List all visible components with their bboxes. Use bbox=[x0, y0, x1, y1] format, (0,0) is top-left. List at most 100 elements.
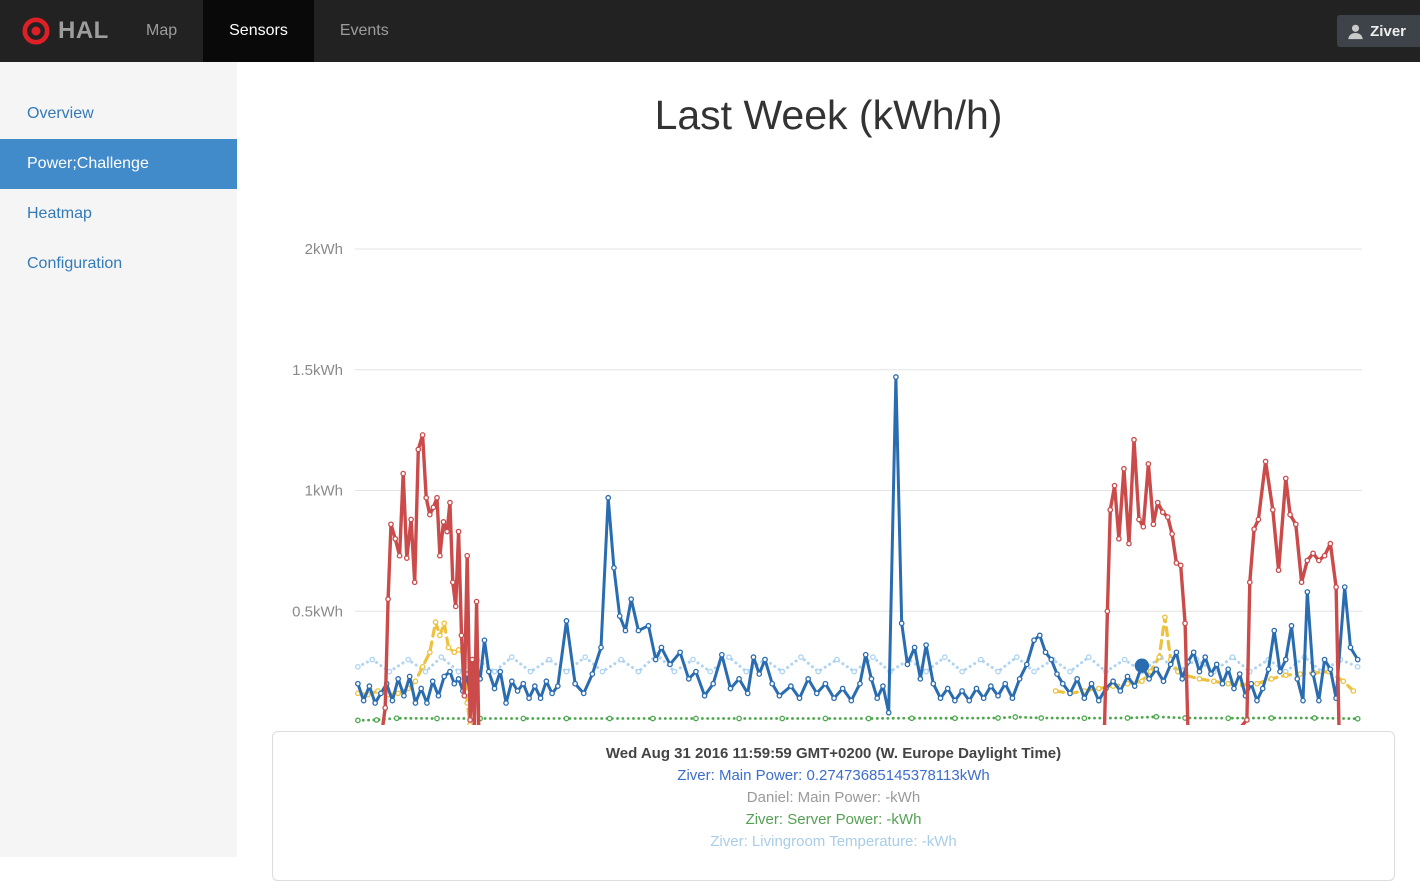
data-point-marker bbox=[1220, 682, 1224, 686]
data-point-marker bbox=[1298, 672, 1302, 676]
data-point-marker bbox=[395, 716, 399, 720]
data-point-marker bbox=[1053, 689, 1057, 693]
data-point-marker bbox=[397, 554, 401, 558]
data-point-marker bbox=[1203, 655, 1207, 659]
brand-text: HAL bbox=[58, 17, 109, 45]
data-point-marker bbox=[960, 669, 964, 673]
data-point-marker bbox=[1157, 655, 1161, 659]
data-point-marker bbox=[1017, 677, 1021, 681]
data-point-marker bbox=[1255, 682, 1259, 686]
data-point-marker bbox=[852, 669, 856, 673]
data-point-marker bbox=[806, 677, 810, 681]
data-point-marker bbox=[924, 643, 928, 647]
data-point-marker bbox=[1141, 525, 1145, 529]
data-point-marker bbox=[1301, 698, 1305, 702]
data-point-marker bbox=[678, 650, 682, 654]
data-point-marker bbox=[945, 686, 949, 690]
data-point-marker bbox=[1174, 561, 1178, 565]
data-point-marker bbox=[1170, 532, 1174, 536]
data-point-marker bbox=[720, 653, 724, 657]
data-point-marker bbox=[510, 679, 514, 683]
navbar-menu: Map Sensors Events bbox=[120, 0, 415, 62]
data-point-marker bbox=[419, 686, 423, 690]
data-point-marker bbox=[468, 723, 472, 725]
nav-item-map[interactable]: Map bbox=[120, 0, 203, 62]
series-line bbox=[358, 717, 1358, 721]
y-tick-label: 1kWh bbox=[305, 483, 343, 500]
data-point-marker bbox=[623, 628, 627, 632]
data-point-marker bbox=[1003, 682, 1007, 686]
data-point-marker bbox=[1075, 677, 1079, 681]
data-point-marker bbox=[887, 710, 891, 714]
data-point-marker bbox=[1154, 667, 1158, 671]
data-point-marker bbox=[694, 716, 698, 720]
data-point-marker bbox=[402, 694, 406, 698]
sidebar-item-heatmap[interactable]: Heatmap bbox=[0, 189, 237, 239]
nav-item-sensors[interactable]: Sensors bbox=[203, 0, 314, 62]
data-point-marker bbox=[442, 674, 446, 678]
data-point-marker bbox=[1166, 515, 1170, 519]
data-point-marker bbox=[869, 677, 873, 681]
data-point-marker bbox=[979, 657, 983, 661]
data-point-marker bbox=[1117, 537, 1121, 541]
data-point-marker bbox=[1179, 563, 1183, 567]
data-point-marker bbox=[1151, 522, 1155, 526]
sidebar-item-overview[interactable]: Overview bbox=[0, 89, 237, 139]
data-point-marker bbox=[894, 375, 898, 379]
data-point-marker bbox=[468, 718, 472, 722]
data-point-marker bbox=[636, 628, 640, 632]
data-point-marker bbox=[504, 701, 508, 705]
data-point-marker bbox=[416, 447, 420, 451]
data-point-marker bbox=[413, 580, 417, 584]
brand[interactable]: HAL bbox=[0, 0, 133, 62]
nav-item-events[interactable]: Events bbox=[314, 0, 415, 62]
data-point-marker bbox=[770, 682, 774, 686]
data-point-marker bbox=[550, 691, 554, 695]
data-point-marker bbox=[600, 669, 604, 673]
data-point-marker bbox=[1161, 679, 1165, 683]
data-point-marker bbox=[446, 645, 450, 649]
data-point-marker bbox=[356, 682, 360, 686]
data-point-marker bbox=[780, 669, 784, 673]
data-point-marker bbox=[425, 701, 429, 705]
data-point-marker bbox=[1140, 679, 1144, 683]
data-point-marker bbox=[1322, 554, 1326, 558]
user-menu[interactable]: Ziver bbox=[1337, 15, 1420, 47]
data-point-marker bbox=[547, 657, 551, 661]
line-chart[interactable]: 0kWh0.5kWh1kWh1.5kWh2kWh2016-08-272016-0… bbox=[237, 165, 1420, 725]
data-point-marker bbox=[1212, 679, 1216, 683]
sidebar-item-configuration[interactable]: Configuration bbox=[0, 239, 237, 289]
data-point-marker bbox=[1226, 716, 1230, 720]
data-point-marker bbox=[428, 512, 432, 516]
data-point-marker bbox=[1122, 467, 1126, 471]
data-point-marker bbox=[1025, 662, 1029, 666]
data-point-marker bbox=[1334, 585, 1338, 589]
highlighted-point[interactable] bbox=[1135, 658, 1149, 672]
data-point-marker bbox=[498, 669, 502, 673]
data-point-marker bbox=[708, 669, 712, 673]
data-point-marker bbox=[465, 554, 469, 558]
data-point-marker bbox=[1197, 677, 1201, 681]
data-point-marker bbox=[456, 648, 460, 652]
bullseye-logo-icon bbox=[22, 17, 50, 45]
data-point-marker bbox=[564, 669, 568, 673]
data-point-marker bbox=[1082, 696, 1086, 700]
sidebar-item-power-challenge[interactable]: Power;Challenge bbox=[0, 139, 237, 189]
data-point-marker bbox=[1289, 624, 1293, 628]
data-point-marker bbox=[482, 638, 486, 642]
user-icon bbox=[1347, 23, 1364, 40]
data-point-marker bbox=[1125, 716, 1129, 720]
data-point-marker bbox=[420, 665, 424, 669]
data-point-marker bbox=[459, 633, 463, 637]
data-point-marker bbox=[386, 597, 390, 601]
data-point-marker bbox=[401, 471, 405, 475]
data-point-marker bbox=[1133, 684, 1137, 688]
data-point-marker bbox=[442, 621, 446, 625]
data-point-marker bbox=[751, 655, 755, 659]
data-point-marker bbox=[651, 716, 655, 720]
data-point-marker bbox=[875, 696, 879, 700]
data-point-marker bbox=[1226, 667, 1230, 671]
data-point-marker bbox=[1097, 686, 1101, 690]
data-point-marker bbox=[746, 691, 750, 695]
data-point-marker bbox=[1266, 667, 1270, 671]
